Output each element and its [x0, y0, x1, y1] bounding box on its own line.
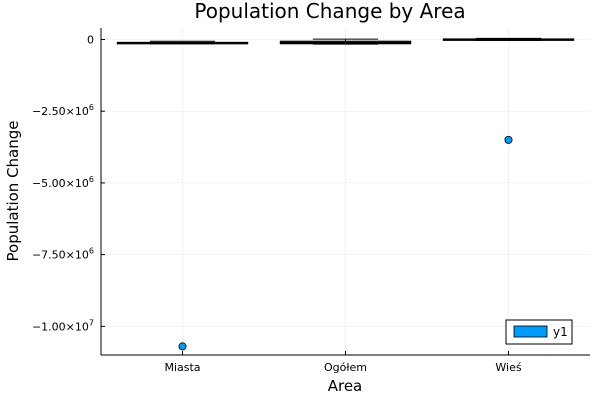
y-tick-label: −1.00×107 — [32, 318, 94, 333]
legend-swatch — [513, 325, 548, 338]
y-axis-label: Population Change — [4, 120, 22, 261]
y-tick-exponent: 6 — [89, 247, 94, 256]
x-axis-label: Area — [328, 377, 363, 395]
boxes — [116, 37, 575, 45]
x-tick-label: Ogółem — [324, 361, 367, 374]
y-tick-label: −2.50×106 — [32, 103, 94, 118]
legend: y1 — [505, 319, 573, 345]
x-tick-label: Miasta — [164, 361, 200, 374]
chart-title: Population Change by Area — [194, 0, 465, 23]
grid — [101, 28, 590, 355]
outlier-point — [178, 342, 187, 351]
outliers — [178, 135, 513, 351]
y-tick-labels: 0 −2.50×106 −5.00×106 −7.50×106 −1.00×107 — [32, 33, 105, 333]
x-tick-label: Wieś — [495, 361, 521, 374]
x-tick-labels: Miasta Ogółem Wieś — [164, 351, 522, 374]
y-tick-exponent: 6 — [89, 103, 94, 112]
box-miasta — [116, 40, 249, 45]
box-ogółem — [279, 38, 412, 45]
outlier-point — [504, 135, 513, 144]
legend-label: y1 — [553, 325, 568, 339]
box-wieś — [442, 37, 575, 41]
y-tick-label: −5.00×106 — [32, 175, 94, 190]
y-tick-label: 0 — [87, 33, 94, 46]
y-tick-exponent: 7 — [89, 318, 94, 327]
y-tick-exponent: 6 — [89, 175, 94, 184]
y-tick-label: −7.50×106 — [32, 247, 94, 262]
